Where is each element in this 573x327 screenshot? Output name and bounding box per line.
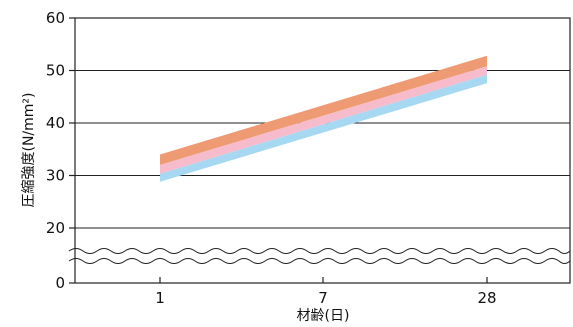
grid-lines (75, 70, 570, 229)
break-wave-bottom (68, 258, 571, 264)
band-2 (160, 74, 487, 182)
x-tick-label-1: 1 (155, 289, 165, 307)
y-tick-label-0: 0 (55, 274, 65, 292)
band-1 (160, 66, 487, 174)
y-tick-labels: 0 20 30 40 50 60 (46, 9, 65, 292)
axes (69, 17, 571, 284)
x-axis-title: 材齢(日) (297, 308, 350, 324)
x-tick-label-28: 28 (477, 289, 496, 307)
break-gap (68, 250, 572, 262)
band-0 (160, 55, 487, 165)
x-tick-labels: 1 7 28 (155, 289, 496, 307)
y-tick-label-40: 40 (46, 114, 65, 132)
y-tick-label-60: 60 (46, 9, 65, 27)
y-tick-label-30: 30 (46, 167, 65, 185)
axis-break (68, 248, 572, 264)
break-wave-top (68, 248, 571, 254)
plot-frame (74, 17, 571, 284)
x-tick-label-7: 7 (318, 289, 328, 307)
y-axis-title: 圧縮強度(N/mm²) (21, 92, 37, 207)
y-tick-label-20: 20 (46, 219, 65, 237)
y-tick-label-50: 50 (46, 62, 65, 80)
strength-bands (160, 55, 487, 182)
